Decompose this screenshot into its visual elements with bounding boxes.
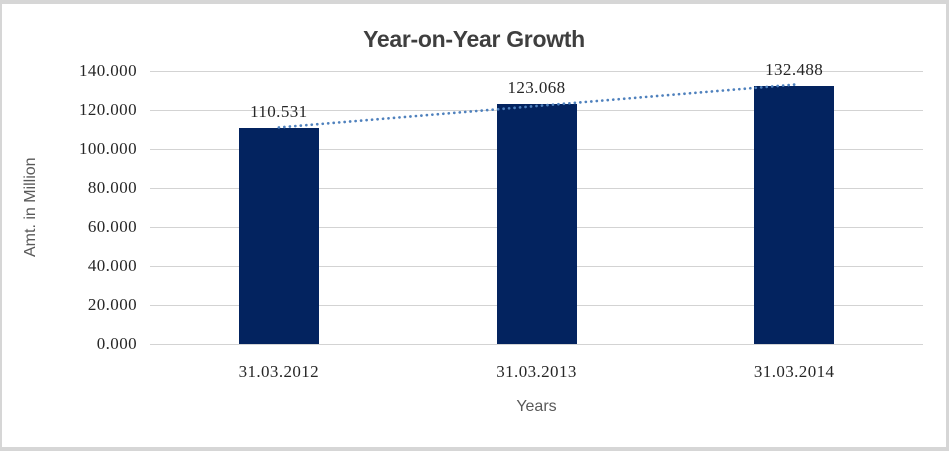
bar-value-label: 132.488 [765, 59, 824, 79]
chart-title: Year-on-Year Growth [363, 26, 585, 52]
y-tick-label: 20.000 [87, 295, 137, 314]
gridline [150, 343, 923, 345]
bar-value-label: 123.068 [507, 78, 566, 98]
y-tick-label: 0.000 [96, 334, 137, 353]
x-category-label: 31.03.2012 [238, 362, 320, 381]
y-tick-label: 120.000 [78, 100, 137, 119]
y-tick-label: 60.000 [87, 217, 137, 236]
bar [496, 104, 577, 344]
x-category-label: 31.03.2014 [753, 362, 835, 381]
bar-value-label: 110.531 [250, 102, 308, 122]
y-tick-label: 40.000 [87, 256, 137, 275]
gridline [150, 70, 923, 72]
chart-area: Year-on-Year Growth Amt. in Million Year… [2, 4, 946, 447]
y-tick-label: 100.000 [78, 139, 137, 158]
y-tick-label: 140.000 [78, 61, 137, 80]
bar [754, 85, 835, 344]
bar [238, 128, 319, 344]
y-tick-label: 80.000 [87, 178, 137, 197]
x-category-label: 31.03.2013 [496, 362, 577, 381]
x-axis-title: Years [516, 398, 557, 415]
